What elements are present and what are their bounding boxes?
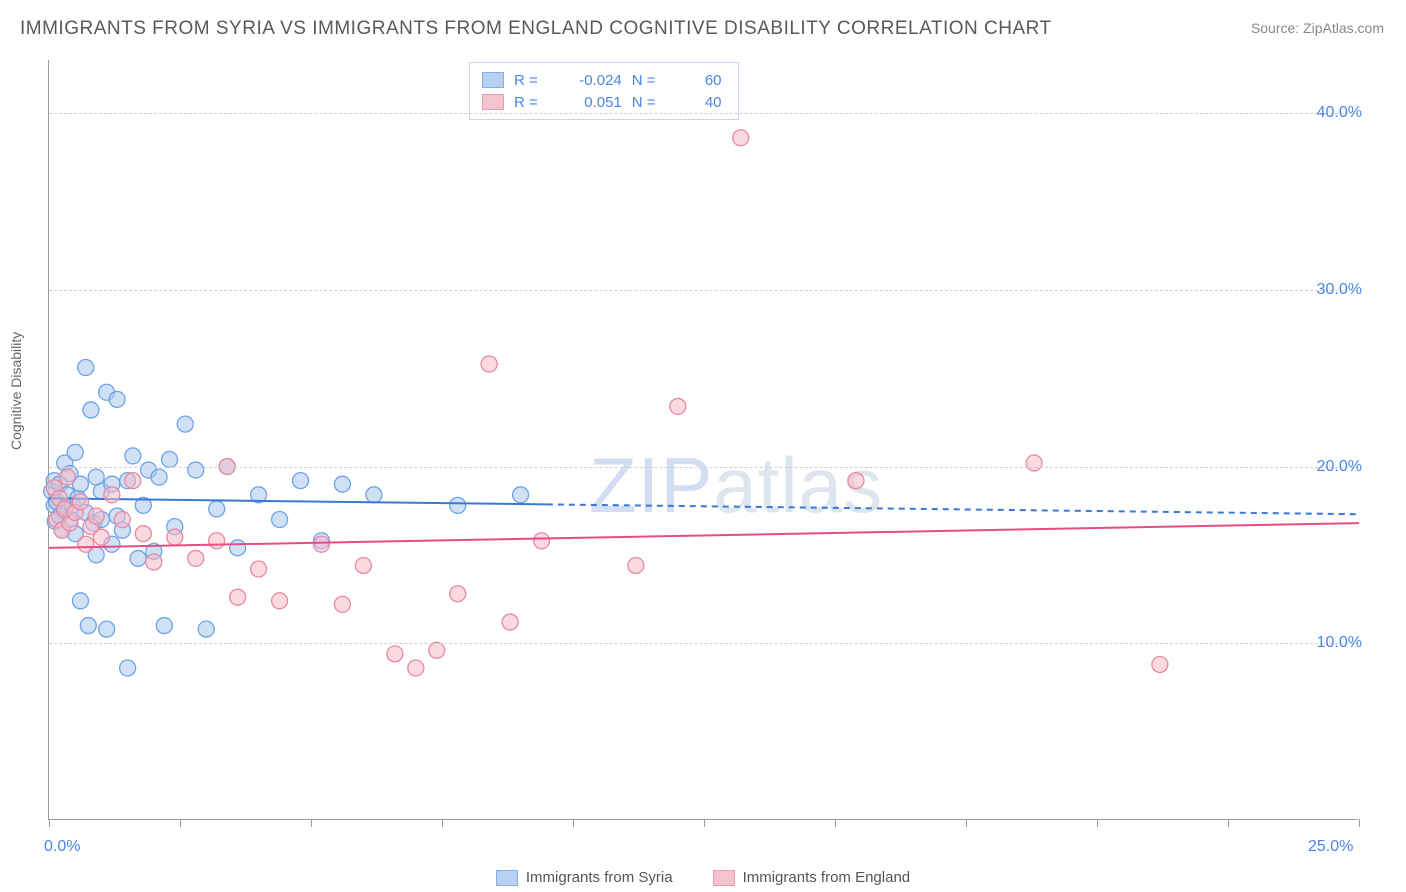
bottom-legend-item: Immigrants from England: [713, 869, 911, 886]
scatter-point: [135, 526, 151, 542]
chart-title: IMMIGRANTS FROM SYRIA VS IMMIGRANTS FROM…: [20, 18, 1052, 40]
scatter-point: [78, 360, 94, 376]
scatter-point: [162, 451, 178, 467]
trend-line-dashed: [547, 504, 1359, 514]
x-tick: [573, 819, 574, 827]
scatter-point: [272, 593, 288, 609]
gridline: [49, 643, 1358, 644]
x-tick: [1228, 819, 1229, 827]
bottom-legend-label: Immigrants from England: [743, 869, 911, 886]
scatter-point: [209, 533, 225, 549]
scatter-point: [198, 621, 214, 637]
gridline: [49, 290, 1358, 291]
scatter-point: [72, 494, 88, 510]
bottom-legend: Immigrants from Syria Immigrants from Eng…: [0, 869, 1406, 886]
scatter-point: [670, 398, 686, 414]
scatter-point: [151, 469, 167, 485]
bottom-legend-item: Immigrants from Syria: [496, 869, 673, 886]
y-tick-label: 30.0%: [1317, 281, 1362, 299]
scatter-point: [67, 444, 83, 460]
y-tick-label: 10.0%: [1317, 634, 1362, 652]
gridline: [49, 467, 1358, 468]
legend-swatch: [496, 870, 518, 886]
y-axis-label: Cognitive Disability: [8, 332, 24, 450]
scatter-point: [293, 473, 309, 489]
scatter-point: [481, 356, 497, 372]
scatter-point: [230, 589, 246, 605]
trend-line: [49, 498, 547, 504]
chart-svg: [49, 60, 1358, 819]
x-tick: [835, 819, 836, 827]
trend-line: [49, 523, 1359, 548]
scatter-point: [366, 487, 382, 503]
scatter-point: [628, 557, 644, 573]
scatter-point: [1026, 455, 1042, 471]
scatter-point: [450, 497, 466, 513]
x-tick: [311, 819, 312, 827]
scatter-point: [502, 614, 518, 630]
scatter-point: [272, 512, 288, 528]
scatter-point: [429, 642, 445, 658]
scatter-point: [104, 487, 120, 503]
scatter-point: [80, 618, 96, 634]
scatter-point: [387, 646, 403, 662]
y-tick-label: 20.0%: [1317, 458, 1362, 476]
scatter-point: [120, 660, 136, 676]
scatter-point: [167, 529, 183, 545]
x-tick-label: 0.0%: [44, 838, 80, 856]
x-tick: [966, 819, 967, 827]
bottom-legend-label: Immigrants from Syria: [526, 869, 673, 886]
scatter-point: [209, 501, 225, 517]
x-tick-label: 25.0%: [1308, 838, 1353, 856]
scatter-point: [534, 533, 550, 549]
x-tick: [442, 819, 443, 827]
scatter-point: [408, 660, 424, 676]
legend-swatch: [713, 870, 735, 886]
scatter-point: [251, 561, 267, 577]
scatter-point: [188, 550, 204, 566]
scatter-point: [99, 621, 115, 637]
scatter-point: [72, 593, 88, 609]
scatter-point: [188, 462, 204, 478]
scatter-point: [450, 586, 466, 602]
scatter-point: [125, 448, 141, 464]
source-attribution: Source: ZipAtlas.com: [1251, 20, 1384, 36]
scatter-point: [125, 473, 141, 489]
scatter-point: [93, 529, 109, 545]
scatter-point: [114, 512, 130, 528]
x-tick: [49, 819, 50, 827]
scatter-point: [848, 473, 864, 489]
x-tick: [180, 819, 181, 827]
scatter-point: [1152, 656, 1168, 672]
scatter-point: [733, 130, 749, 146]
scatter-point: [78, 536, 94, 552]
gridline: [49, 113, 1358, 114]
scatter-point: [355, 557, 371, 573]
y-tick-label: 40.0%: [1317, 104, 1362, 122]
scatter-point: [146, 554, 162, 570]
x-tick: [704, 819, 705, 827]
x-tick: [1097, 819, 1098, 827]
scatter-point: [313, 536, 329, 552]
scatter-point: [334, 476, 350, 492]
scatter-point: [83, 402, 99, 418]
x-tick: [1359, 819, 1360, 827]
scatter-point: [109, 391, 125, 407]
scatter-point: [59, 469, 75, 485]
scatter-point: [230, 540, 246, 556]
scatter-point: [130, 550, 146, 566]
plot-area: ZIPatlas R =-0.024N =60R =0.051N =40 10.…: [48, 60, 1358, 820]
scatter-point: [88, 508, 104, 524]
scatter-point: [513, 487, 529, 503]
scatter-point: [156, 618, 172, 634]
scatter-point: [334, 596, 350, 612]
scatter-point: [177, 416, 193, 432]
